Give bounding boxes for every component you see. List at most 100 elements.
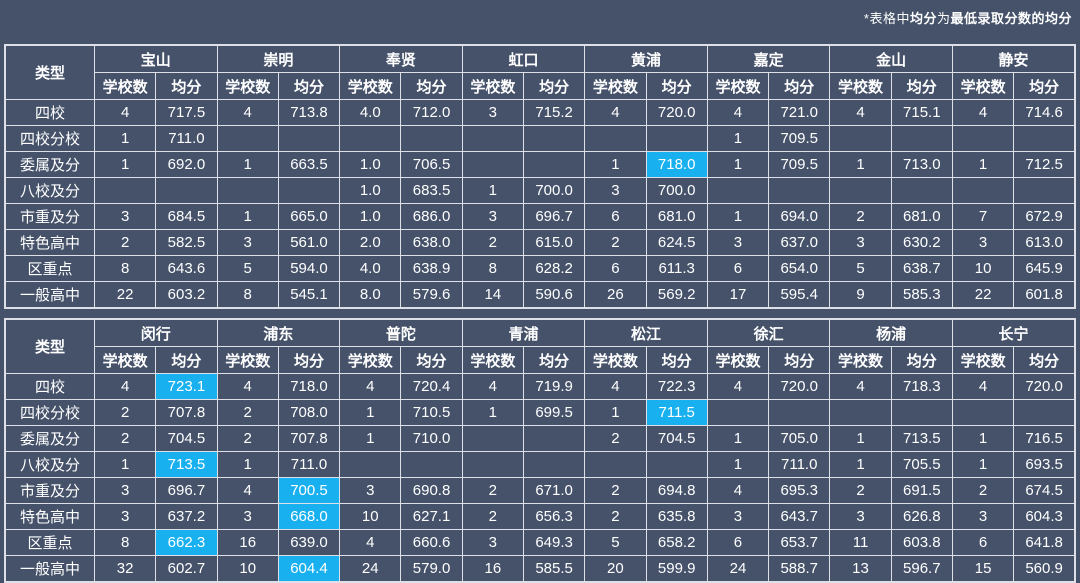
cell-avg-score: 700.0 (522, 177, 586, 204)
cell-avg-score: 624.5 (645, 229, 708, 256)
cell-avg-score: 588.7 (768, 555, 831, 583)
cell-avg-score (155, 177, 218, 204)
district-header-row: 类型 宝山 崇明 奉贤 虹口 黄浦 嘉定 金山 静安 (4, 44, 1076, 100)
cell-avg-score: 694.0 (768, 203, 831, 230)
row-label: 四校 (4, 99, 95, 126)
cell-avg-score: 604.4 (277, 555, 341, 583)
cell-avg-score: 638.0 (400, 229, 463, 256)
cell-avg-score: 643.7 (768, 503, 831, 530)
avg-score-header: 均分 (768, 346, 831, 374)
cell-school-count (951, 399, 1015, 426)
cell-avg-score: 692.0 (155, 151, 218, 178)
cell-avg-score: 722.3 (645, 373, 708, 400)
cell-avg-score (400, 451, 463, 478)
cell-school-count: 3 (93, 477, 157, 504)
cell-school-count: 4 (339, 529, 402, 556)
cell-avg-score: 723.1 (155, 373, 218, 400)
cell-school-count: 1 (339, 399, 402, 426)
cell-school-count: 1 (706, 125, 770, 152)
table-row: 八校及分 1 713.5 1 711.0 1 711.0 1 705.5 1 693.5 (4, 451, 1076, 478)
cell-avg-score: 715.1 (890, 99, 953, 126)
cell-school-count: 1 (829, 151, 892, 178)
cell-avg-score: 690.8 (400, 477, 463, 504)
district-header: 普陀 (339, 318, 463, 347)
row-label: 四校分校 (4, 399, 95, 426)
cell-school-count: 3 (829, 229, 892, 256)
row-label: 委属及分 (4, 151, 95, 178)
cell-school-count: 20 (584, 555, 647, 583)
cell-school-count: 26 (584, 281, 647, 309)
school-count-header: 学校数 (339, 72, 402, 100)
table-row: 委属及分 1 692.0 1 663.5 1.0 706.5 1 718.0 1 709.5 1 713… (4, 151, 1076, 178)
cell-school-count: 16 (461, 555, 524, 583)
cell-avg-score: 643.6 (155, 255, 218, 282)
cell-avg-score: 639.0 (277, 529, 341, 556)
cell-avg-score (1013, 125, 1076, 152)
cell-avg-score: 590.6 (522, 281, 586, 309)
cell-avg-score (890, 177, 953, 204)
row-label: 市重及分 (4, 477, 95, 504)
cell-school-count: 1 (829, 451, 892, 478)
cell-school-count (829, 399, 892, 426)
cell-avg-score: 707.8 (277, 425, 341, 452)
school-count-header: 学校数 (584, 346, 647, 374)
admission-score-table-lower: 类型 闵行 浦东 普陀 青浦 松江 徐汇 杨浦 长宁 学校数 均分 学校数 均分 学校数 均分 学校数 均分 学校… (4, 318, 1076, 583)
cell-school-count: 8.0 (339, 281, 402, 309)
cell-avg-score (1013, 177, 1076, 204)
cell-school-count: 1 (706, 451, 770, 478)
cell-school-count: 2 (93, 229, 157, 256)
avg-score-header: 均分 (768, 72, 831, 100)
cell-avg-score: 626.8 (890, 503, 953, 530)
cell-school-count: 6 (951, 529, 1015, 556)
cell-school-count: 1 (461, 177, 524, 204)
cell-school-count (461, 151, 524, 178)
cell-avg-score (890, 399, 953, 426)
cell-avg-score: 613.0 (1013, 229, 1076, 256)
district-header: 虹口 (461, 44, 586, 73)
cell-avg-score: 653.7 (768, 529, 831, 556)
row-label: 八校及分 (4, 451, 95, 478)
cell-school-count: 2 (829, 203, 892, 230)
cell-avg-score: 545.1 (277, 281, 341, 309)
cell-school-count: 1 (339, 425, 402, 452)
avg-score-header: 均分 (155, 72, 218, 100)
cell-school-count: 10 (339, 503, 402, 530)
cell-school-count: 2 (584, 425, 647, 452)
cell-avg-score: 671.0 (522, 477, 586, 504)
cell-school-count: 3 (829, 503, 892, 530)
school-count-header: 学校数 (706, 72, 770, 100)
cell-school-count: 3 (93, 203, 157, 230)
cell-avg-score: 585.5 (522, 555, 586, 583)
cell-school-count: 4 (951, 99, 1015, 126)
cell-school-count (951, 177, 1015, 204)
cell-avg-score: 713.5 (890, 425, 953, 452)
cell-avg-score (522, 451, 586, 478)
cell-avg-score (1013, 399, 1076, 426)
cell-avg-score: 645.9 (1013, 255, 1076, 282)
school-count-header: 学校数 (829, 72, 892, 100)
cell-avg-score: 694.8 (645, 477, 708, 504)
cell-avg-score: 711.0 (155, 125, 218, 152)
cell-avg-score: 663.5 (277, 151, 341, 178)
cell-avg-score: 674.5 (1013, 477, 1076, 504)
cell-school-count: 1 (93, 125, 157, 152)
cell-avg-score (890, 125, 953, 152)
cell-school-count: 1 (706, 425, 770, 452)
cell-avg-score: 718.0 (645, 151, 708, 178)
row-label: 区重点 (4, 255, 95, 282)
district-header: 青浦 (461, 318, 586, 347)
cell-avg-score: 668.0 (277, 503, 341, 530)
district-header-row: 类型 闵行 浦东 普陀 青浦 松江 徐汇 杨浦 长宁 (4, 318, 1076, 374)
cell-avg-score: 611.3 (645, 255, 708, 282)
cell-avg-score: 706.5 (400, 151, 463, 178)
cell-school-count: 2 (829, 477, 892, 504)
cell-school-count (706, 399, 770, 426)
cell-avg-score: 696.7 (155, 477, 218, 504)
cell-school-count (584, 125, 647, 152)
cell-avg-score: 711.0 (768, 451, 831, 478)
school-count-header: 学校数 (93, 72, 157, 100)
cell-school-count: 1 (829, 425, 892, 452)
cell-school-count: 2 (461, 503, 524, 530)
cell-school-count: 4 (216, 99, 279, 126)
cell-avg-score: 684.5 (155, 203, 218, 230)
